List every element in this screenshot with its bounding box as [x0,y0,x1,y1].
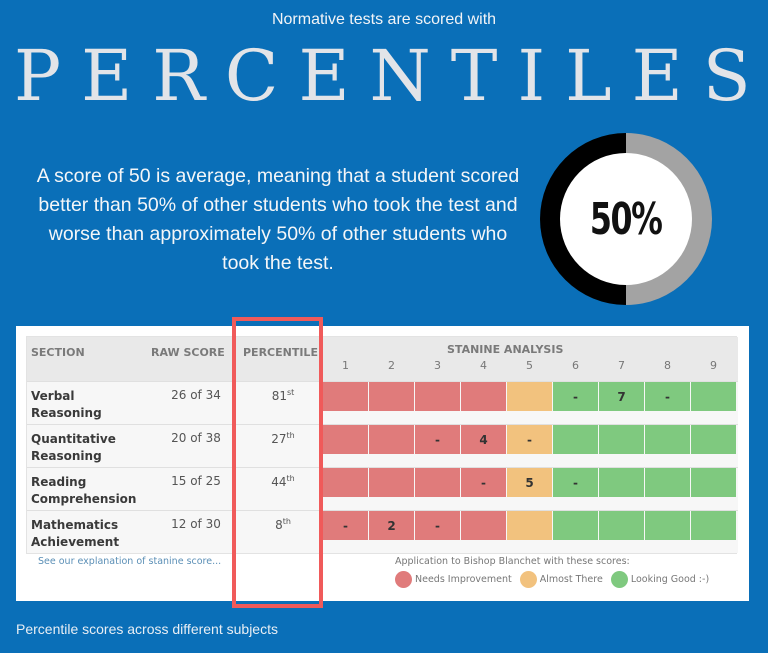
stanine-cell: 2 [369,511,414,540]
header-subtitle: Normative tests are scored with [271,11,497,28]
stanine-bar: - 5 - [323,468,737,497]
page-title: PERCENTILES: [14,35,768,117]
stanine-cell: - [645,382,690,411]
stanine-number: 3 [434,359,441,372]
stanine-number: 9 [710,359,717,372]
stanine-cell [461,511,506,540]
description-text: A score of 50 is average, meaning that a… [36,165,520,274]
section-name: Verbal Reasoning [31,389,102,420]
percentile-gauge: 50% [540,133,712,305]
percentile-value: 27th [271,431,295,446]
figure-caption: Percentile scores across different subje… [16,621,278,637]
legend-item-looking-good: Looking Good :-) [610,571,709,588]
stanine-number: 2 [388,359,395,372]
percentile-value: 44th [271,474,295,489]
table-row-mathematics-achievement: Mathematics Achievement 12 of 30 8th - 2… [27,510,738,553]
stanine-cell [691,382,736,411]
score-table: SECTION RAW SCORE PERCENTILE STANINE ANA… [26,336,738,554]
section-name: Quantitative Reasoning [31,432,116,463]
legend: Needs Improvement Almost There Looking G… [395,571,717,588]
stanine-bar: - 7 - [323,382,737,411]
stanine-cell [323,382,368,411]
stanine-cell [323,425,368,454]
stanine-cell [507,382,552,411]
stanine-cell: 5 [507,468,552,497]
section-name: Reading Comprehension [31,475,137,506]
stanine-cell [645,425,690,454]
stanine-cell [553,425,598,454]
stanine-number: 5 [526,359,533,372]
legend-item-almost-there: Almost There [519,571,603,588]
stanine-cell [415,468,460,497]
column-header-stanine: STANINE ANALYSIS [447,343,564,356]
stanine-cell: 7 [599,382,644,411]
score-report-panel: SECTION RAW SCORE PERCENTILE STANINE ANA… [16,326,749,601]
table-row-reading-comprehension: Reading Comprehension 15 of 25 44th - 5 … [27,467,738,510]
stanine-cell [369,382,414,411]
stanine-cell: 4 [461,425,506,454]
raw-score: 12 of 30 [171,517,221,531]
column-header-section: SECTION [31,346,85,359]
stanine-bar: - 2 - [323,511,737,540]
red-dot-icon [395,571,412,588]
column-header-raw-score: RAW SCORE [151,346,225,359]
stanine-cell [599,468,644,497]
stanine-cell: - [461,468,506,497]
stanine-cell [645,511,690,540]
stanine-cell [645,468,690,497]
gauge-center: 50% [560,153,692,285]
stanine-number: 1 [342,359,349,372]
stanine-explanation-link[interactable]: See our explanation of stanine score... [38,556,222,567]
stanine-cell [691,425,736,454]
stanine-cell [691,468,736,497]
raw-score: 20 of 38 [171,431,221,445]
stanine-cell: - [553,382,598,411]
green-dot-icon [610,571,628,588]
stanine-cell [323,468,368,497]
stanine-cell [369,425,414,454]
section-name: Mathematics Achievement [31,518,120,549]
stanine-cell [461,382,506,411]
stanine-number: 4 [480,359,487,372]
column-header-percentile: PERCENTILE [243,346,318,359]
percentile-value: 81st [271,388,295,403]
stanine-cell: - [507,425,552,454]
stanine-cell [691,511,736,540]
stanine-cell [507,511,552,540]
stanine-cell [599,425,644,454]
table-row-quantitative-reasoning: Quantitative Reasoning 20 of 38 27th - 4… [27,424,738,467]
raw-score: 15 of 25 [171,474,221,488]
application-note: Application to Bishop Blanchet with thes… [395,556,630,567]
stanine-cell: - [415,511,460,540]
stanine-number: 7 [618,359,625,372]
gauge-value: 50% [590,193,663,245]
stanine-cell [369,468,414,497]
stanine-cell [553,511,598,540]
percentile-value: 8th [275,517,291,532]
amber-dot-icon [519,571,537,588]
legend-item-needs-improvement: Needs Improvement [395,571,512,588]
stanine-cell [599,511,644,540]
stanine-cell [415,382,460,411]
stanine-bar: - 4 - [323,425,737,454]
stanine-cell: - [323,511,368,540]
stanine-number: 8 [664,359,671,372]
percentile-column-highlight [232,317,323,608]
stanine-cell: - [415,425,460,454]
table-header: SECTION RAW SCORE PERCENTILE STANINE ANA… [27,337,738,381]
stanine-number: 6 [572,359,579,372]
raw-score: 26 of 34 [171,388,221,402]
stanine-cell: - [553,468,598,497]
table-row-verbal-reasoning: Verbal Reasoning 26 of 34 81st - 7 - [27,381,738,424]
